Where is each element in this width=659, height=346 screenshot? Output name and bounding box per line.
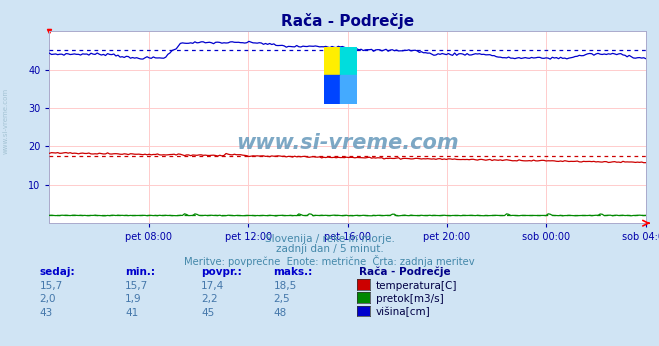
Text: 15,7: 15,7 — [40, 281, 63, 291]
Bar — [340, 75, 357, 104]
Text: pretok[m3/s]: pretok[m3/s] — [376, 294, 444, 304]
Text: 1,9: 1,9 — [125, 294, 142, 304]
Bar — [324, 46, 340, 75]
Bar — [324, 75, 340, 104]
Text: 2,5: 2,5 — [273, 294, 290, 304]
Title: Rača - Podrečje: Rača - Podrečje — [281, 12, 415, 29]
Bar — [340, 46, 357, 75]
Text: 41: 41 — [125, 308, 138, 318]
Text: 45: 45 — [201, 308, 214, 318]
Text: 2,0: 2,0 — [40, 294, 56, 304]
Text: Slovenija / reke in morje.: Slovenija / reke in morje. — [264, 234, 395, 244]
Text: www.si-vreme.com: www.si-vreme.com — [2, 88, 9, 154]
Text: Meritve: povprečne  Enote: metrične  Črta: zadnja meritev: Meritve: povprečne Enote: metrične Črta:… — [184, 255, 475, 267]
Text: povpr.:: povpr.: — [201, 267, 242, 277]
Text: sedaj:: sedaj: — [40, 267, 75, 277]
Text: 48: 48 — [273, 308, 287, 318]
Text: www.si-vreme.com: www.si-vreme.com — [237, 133, 459, 153]
Text: višina[cm]: višina[cm] — [376, 307, 430, 318]
Text: maks.:: maks.: — [273, 267, 313, 277]
Text: Rača - Podrečje: Rača - Podrečje — [359, 266, 451, 277]
Text: temperatura[C]: temperatura[C] — [376, 281, 457, 291]
Text: min.:: min.: — [125, 267, 156, 277]
Text: 18,5: 18,5 — [273, 281, 297, 291]
Text: 43: 43 — [40, 308, 53, 318]
Text: 2,2: 2,2 — [201, 294, 217, 304]
Text: zadnji dan / 5 minut.: zadnji dan / 5 minut. — [275, 244, 384, 254]
Text: 17,4: 17,4 — [201, 281, 224, 291]
Text: 15,7: 15,7 — [125, 281, 148, 291]
